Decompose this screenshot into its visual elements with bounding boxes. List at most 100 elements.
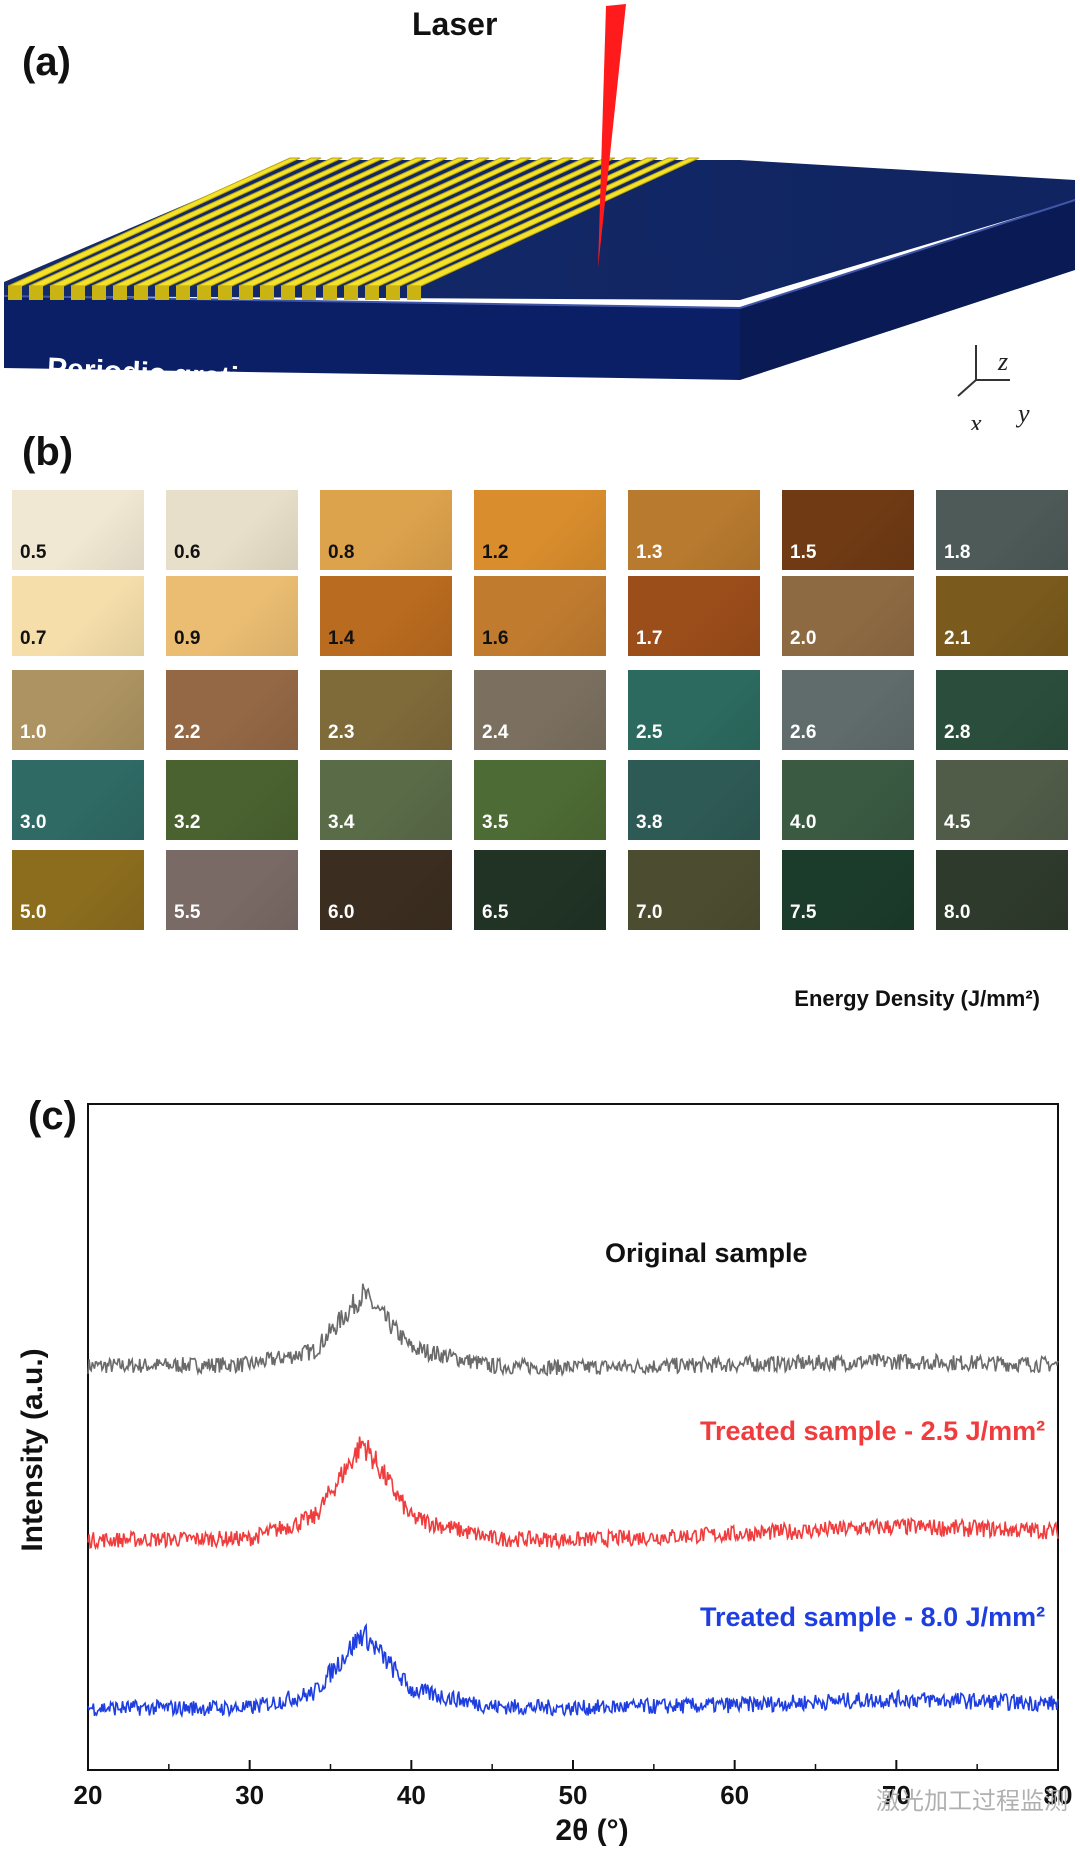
x-tick-label: 20 [74,1780,103,1810]
x-tick-label: 60 [720,1780,749,1810]
color-swatch: 0.8 [320,490,452,570]
swatch-energy-label: 1.7 [636,628,663,649]
grating-bar-end [29,286,43,300]
color-swatch: 2.6 [782,670,914,750]
grating-bar-end [407,286,421,300]
color-swatch: 3.8 [628,760,760,840]
grating-bar-end [155,286,169,300]
color-swatch: 3.4 [320,760,452,840]
color-swatch: 2.8 [936,670,1068,750]
grating-bar-end [176,286,190,300]
swatch-energy-label: 8.0 [944,902,971,923]
color-swatch: 5.0 [12,850,144,930]
color-swatch: 1.4 [320,576,452,656]
panel-b: (b) 0.5 0.6 0.8 1.2 1.3 1.5 1.8 0.7 0.9 1.4 1.6 1.7… [0,430,1080,1030]
swatch-energy-label: 4.5 [944,812,971,833]
series-label: Treated sample - 2.5 J/mm² [700,1416,1045,1446]
color-swatch: 0.9 [166,576,298,656]
grating-bar-end [323,286,337,300]
x-tick-label: 80 [1044,1780,1073,1810]
swatch-energy-label: 1.3 [636,542,663,563]
swatch-energy-label: 0.6 [174,542,201,563]
swatch-energy-label: 1.8 [944,542,971,563]
energy-density-caption: Energy Density (J/mm²) [794,986,1040,1011]
grating-bar-end [302,286,316,300]
x-axis-label: 2θ (°) [555,1814,628,1847]
x-tick-label: 40 [397,1780,426,1810]
color-swatch: 6.0 [320,850,452,930]
substrate-front [4,296,740,380]
swatch-energy-label: 7.5 [790,902,817,923]
grating-bar-end [365,286,379,300]
swatch-energy-label: 1.2 [482,542,509,563]
color-swatch: 2.2 [166,670,298,750]
series-label: Original sample [605,1238,808,1268]
swatch-energy-label: 3.4 [328,812,355,833]
swatch-energy-label: 2.1 [944,628,971,649]
grating-bar-end [134,286,148,300]
color-swatch: 0.7 [12,576,144,656]
xrd-series-line [87,1436,1059,1551]
color-swatch: 1.5 [782,490,914,570]
series-label: Treated sample - 8.0 J/mm² [700,1602,1045,1632]
color-swatch: 1.7 [628,576,760,656]
panel-c-label: (c) [28,1094,77,1138]
color-swatch: 1.6 [474,576,606,656]
panel-c: (c) 20 30 40 50 60 70 80 Original sample Treate… [0,1080,1080,1854]
color-swatch: 2.0 [782,576,914,656]
grating-illustration: z x y [3,4,1076,430]
color-swatch: 0.6 [166,490,298,570]
panel-b-label: (b) [22,430,74,474]
grating-bar-end [281,286,295,300]
swatch-energy-label: 6.5 [482,902,509,923]
swatch-energy-label: 2.5 [636,722,663,743]
color-swatch: 2.1 [936,576,1068,656]
color-swatch: 3.0 [12,760,144,840]
axis-x-label: x [969,409,982,430]
series-labels: Original sample Treated sample - 2.5 J/mm… [605,1238,1045,1632]
color-swatch: 1.2 [474,490,606,570]
x-axis-ticks: 20 30 40 50 60 70 80 [74,1760,1073,1810]
swatch-energy-label: 0.8 [328,542,355,563]
swatch-energy-label: 1.6 [482,628,509,649]
watermark: 激光加工过程监测 [876,1788,1068,1815]
color-swatch: 5.5 [166,850,298,930]
series-group [87,1283,1059,1719]
laser-label: Laser [412,6,498,42]
grating-bars [7,157,700,300]
x-tick-label: 70 [882,1780,911,1810]
swatch-energy-label: 1.4 [328,628,355,649]
laser-beam [598,4,626,268]
grating-bar-end [218,286,232,300]
swatch-energy-label: 5.5 [174,902,201,923]
swatch-energy-label: 0.7 [20,628,47,649]
color-swatch: 0.5 [12,490,144,570]
color-swatch: 1.3 [628,490,760,570]
xrd-chart: 20 30 40 50 60 70 80 Original sample Treated sa… [16,1103,1073,1847]
grating-bar-end [197,286,211,300]
x-tick-label: 50 [559,1780,588,1810]
panel-a-label: (a) [22,40,71,84]
swatch-energy-label: 3.2 [174,812,201,833]
swatch-energy-label: 3.0 [20,812,47,833]
swatch-energy-label: 2.3 [328,722,355,743]
color-swatch: 7.5 [782,850,914,930]
color-swatch: 6.5 [474,850,606,930]
swatch-energy-label: 2.6 [790,722,817,743]
color-swatch: 2.5 [628,670,760,750]
grating-bar-end [386,286,400,300]
grating-bar-end [50,286,64,300]
axis-y-label: y [1015,399,1030,428]
swatch-energy-label: 5.0 [20,902,47,923]
axis-indicator [957,345,1010,397]
color-swatch: 2.3 [320,670,452,750]
swatch-energy-label: 1.0 [20,722,47,743]
swatch-energy-label: 4.0 [790,812,817,833]
swatch-energy-label: 1.5 [790,542,817,563]
color-swatch: 8.0 [936,850,1068,930]
swatch-energy-label: 7.0 [636,902,663,923]
color-swatch: 7.0 [628,850,760,930]
x-tick-label: 30 [235,1780,264,1810]
substrate-side [740,200,1075,380]
xrd-series-line [87,1622,1059,1719]
